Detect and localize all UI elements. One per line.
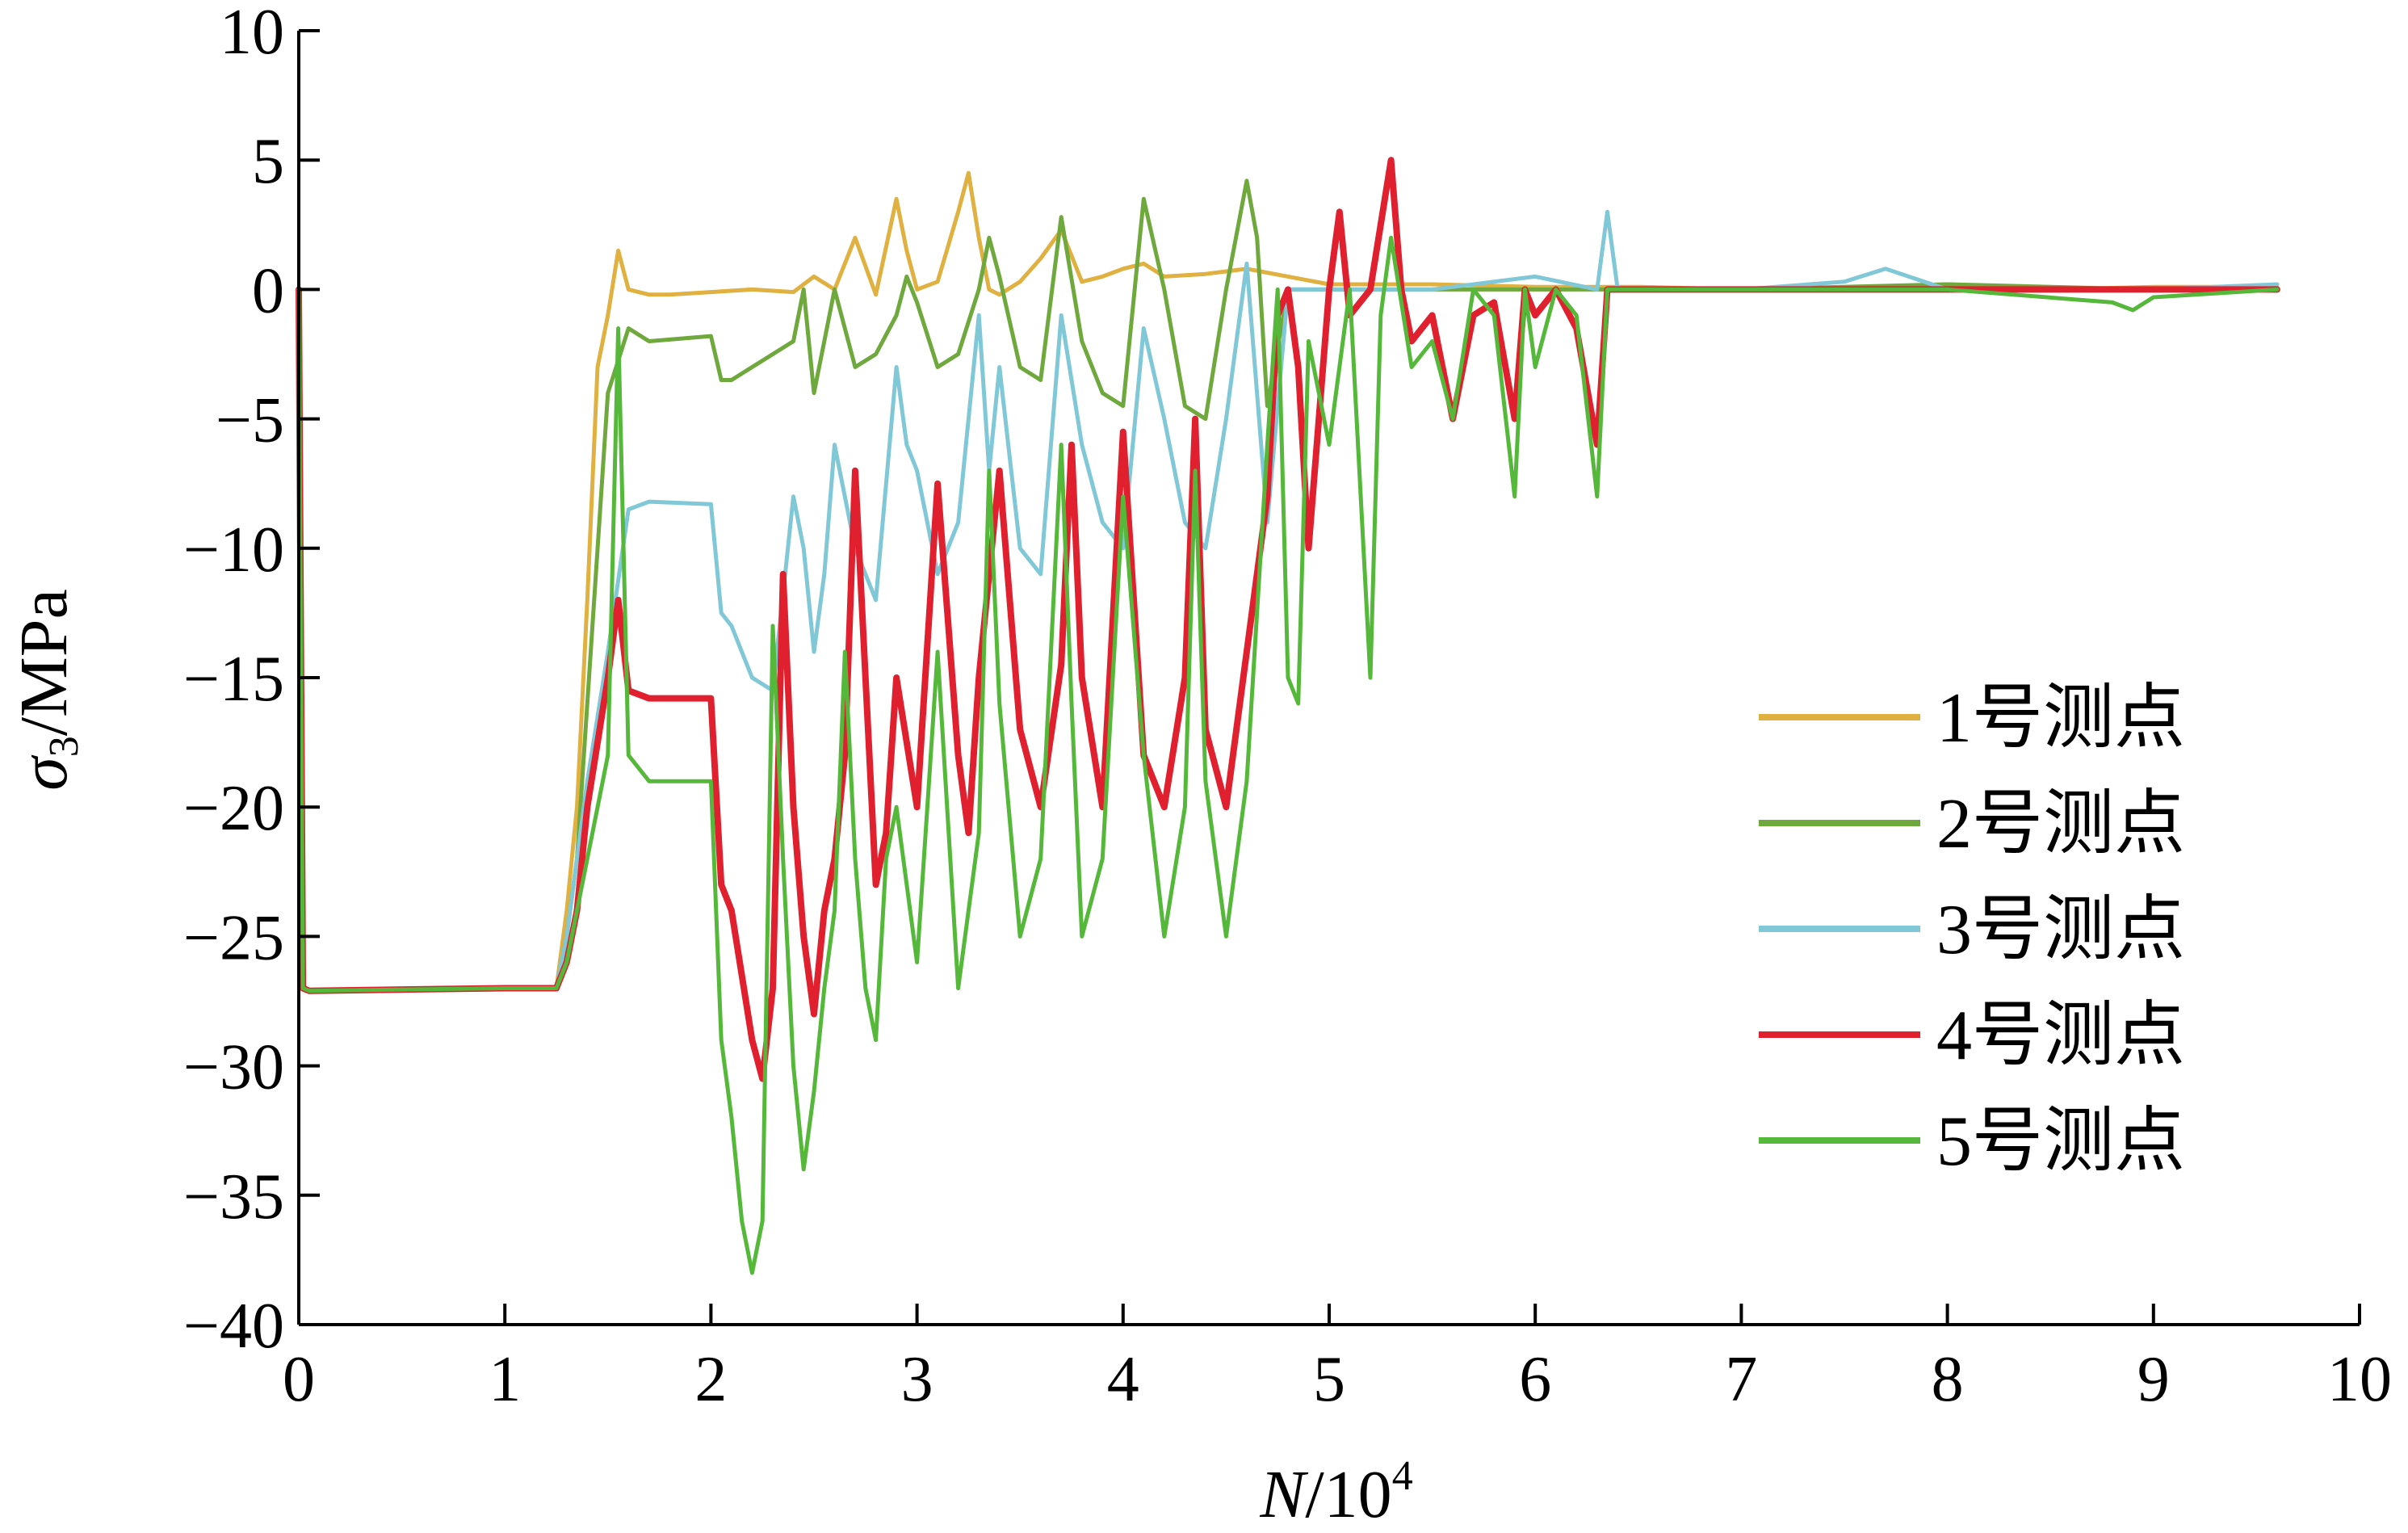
series-line-3 (296, 209, 2280, 993)
series-layer (296, 157, 2280, 1275)
y-ticks: 10 5 0 −5 −10 −15 −20 −25 −30 −35 −40 (183, 0, 320, 1362)
x-axis-exp: 4 (1392, 1453, 1413, 1499)
x-axis-unit: /10 (1305, 1457, 1391, 1529)
legend-label-1: 1号测点 (1936, 679, 2185, 758)
x-tick-label: 10 (2327, 1344, 2392, 1415)
y-tick-label: 0 (252, 255, 284, 326)
x-tick-label: 3 (901, 1344, 933, 1415)
y-tick-label: 10 (220, 0, 284, 68)
x-tick-label: 8 (1932, 1344, 1964, 1415)
x-tick-label: 6 (1519, 1344, 1551, 1415)
legend-label-2: 2号测点 (1936, 785, 2185, 863)
y-tick-label: −10 (183, 514, 284, 586)
x-tick-label: 5 (1313, 1344, 1345, 1415)
x-tick-label: 2 (694, 1344, 727, 1415)
y-axis-title: σ3/MPa (6, 589, 87, 790)
legend-label-3: 3号测点 (1936, 891, 2185, 969)
y-tick-label: −5 (216, 385, 284, 456)
x-tick-label: 7 (1725, 1344, 1757, 1415)
x-tick-label: 1 (489, 1344, 521, 1415)
y-tick-label: −25 (183, 902, 284, 973)
x-tick-label: 9 (2137, 1344, 2170, 1415)
y-tick-label: −15 (183, 644, 284, 715)
y-axis-var: σ (6, 754, 82, 791)
y-tick-label: −40 (183, 1291, 284, 1362)
y-axis-sub: 3 (41, 736, 87, 757)
y-tick-label: 5 (252, 126, 284, 197)
y-tick-label: −20 (183, 773, 284, 844)
legend: 1号测点 2号测点 3号测点 4号测点 5号测点 (1759, 679, 2185, 1181)
y-axis-unit: /MPa (6, 589, 82, 736)
y-tick-label: −30 (183, 1032, 284, 1103)
x-tick-label: 4 (1107, 1344, 1139, 1415)
legend-label-5: 5号测点 (1936, 1102, 2185, 1181)
axes: 10 5 0 −5 −10 −15 −20 −25 −30 −35 −40 0 1 2 3 4 5 6 7 8 9 10 (183, 0, 2392, 1415)
x-ticks: 0 1 2 3 4 5 6 7 8 9 10 (283, 1304, 2392, 1415)
x-axis-var: N (1259, 1457, 1308, 1529)
x-axis-title: N/104 (1259, 1453, 1412, 1529)
series-line-5 (296, 235, 2280, 1275)
x-tick-label: 0 (283, 1344, 315, 1415)
y-tick-label: −35 (183, 1161, 284, 1233)
legend-label-4: 4号测点 (1936, 997, 2185, 1075)
